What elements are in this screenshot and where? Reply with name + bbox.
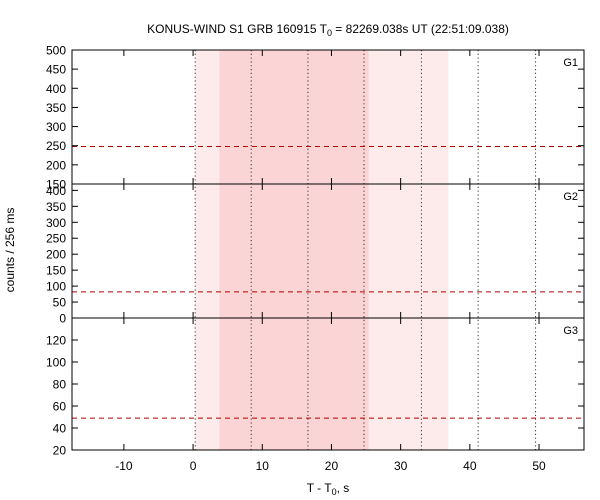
panel-label-G1: G1	[563, 57, 578, 69]
ytick-label-G2: 200	[46, 248, 66, 262]
ytick-label-G3: 80	[53, 378, 67, 392]
ytick-label-G1: 350	[46, 101, 66, 115]
ytick-label-G2: 350	[46, 200, 66, 214]
shaded-interval-1	[219, 50, 369, 450]
ytick-label-G3: 60	[53, 400, 67, 414]
plot-area: G1150200250300350400450500G2050100150200…	[46, 44, 585, 473]
ytick-label-G2: 250	[46, 232, 66, 246]
xtick-label: 50	[532, 459, 546, 473]
ytick-label-G3: 120	[46, 334, 66, 348]
ytick-label-G1: 400	[46, 82, 66, 96]
y-axis-label: counts / 256 ms	[3, 208, 17, 293]
x-axis-label-subscript: 0	[332, 487, 337, 497]
ytick-label-G2: 300	[46, 216, 66, 230]
ytick-label-G1: 300	[46, 120, 66, 134]
panel-label-G3: G3	[563, 325, 578, 337]
chart-title: KONUS-WIND S1 GRB 160915 T0 = 82269.038s…	[147, 22, 509, 38]
shaded-interval-0	[195, 50, 220, 450]
chart-title-subscript: 0	[327, 28, 332, 38]
ytick-label-G1: 500	[46, 44, 66, 58]
xtick-label: 0	[190, 459, 197, 473]
xtick-label: 40	[463, 459, 477, 473]
x-axis-label-rest: , s	[337, 481, 350, 495]
xtick-label: 30	[394, 459, 408, 473]
x-axis-label: T - T0, s	[307, 481, 350, 497]
ytick-label-G3: 20	[53, 444, 67, 458]
xtick-label: 20	[325, 459, 339, 473]
panel-label-G2: G2	[563, 191, 578, 203]
ytick-label-G2: 100	[46, 280, 66, 294]
ytick-label-G1: 200	[46, 158, 66, 172]
ytick-label-G1: 250	[46, 139, 66, 153]
xtick-label: 10	[256, 459, 270, 473]
ytick-label-G2: 50	[53, 296, 67, 310]
ytick-label-G2: 400	[46, 184, 66, 198]
chart-title-rest: = 82269.038s UT (22:51:09.038)	[332, 22, 509, 36]
x-axis-label-main: T - T	[307, 481, 333, 495]
ytick-label-G1: 450	[46, 63, 66, 77]
ytick-label-G1: 150	[46, 178, 66, 192]
ytick-label-G3: 100	[46, 356, 66, 370]
shaded-interval-2	[368, 50, 449, 450]
ytick-label-G2: 150	[46, 264, 66, 278]
ytick-label-G2: 0	[59, 312, 66, 326]
chart-title-main: KONUS-WIND S1 GRB 160915 T	[147, 22, 328, 36]
xtick-label: -10	[115, 459, 133, 473]
ytick-label-G3: 40	[53, 422, 67, 436]
